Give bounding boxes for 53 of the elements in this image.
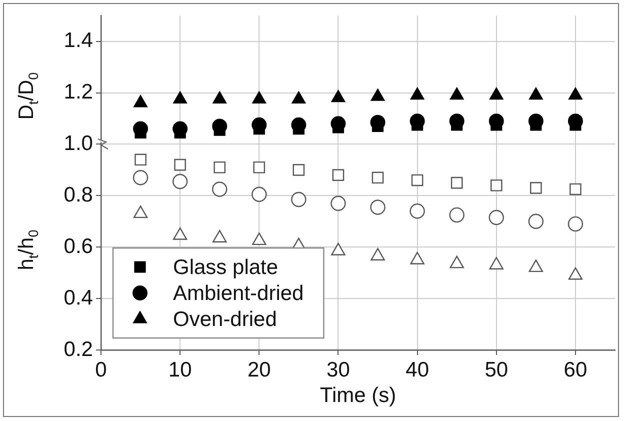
point [570,183,582,196]
y-tick-label: 1.4 [64,29,94,52]
y-tick-label: 0.6 [64,234,93,258]
point [450,176,463,189]
y-tick-label: 0.8 [64,183,93,206]
point [410,203,425,219]
point [449,207,464,223]
point [488,210,504,226]
point [370,200,386,215]
point [489,257,504,270]
point [568,267,583,280]
legend-label: Glass plate [173,256,278,279]
point [450,256,464,268]
x-tick-label: 20 [247,358,271,382]
point [410,252,424,264]
y-tick-label: 0.2 [64,338,93,361]
x-tick-label: 60 [564,358,588,382]
point [332,169,344,181]
point [253,161,266,174]
point [528,260,544,272]
point [490,179,502,192]
point [212,182,228,197]
x-tick-label: 30 [326,358,350,382]
point [292,164,305,176]
point [372,172,384,184]
point [172,174,188,190]
y-tick-label: 1.2 [64,80,93,104]
x-tick-label: 0 [95,358,107,382]
point [132,170,148,186]
point [411,174,424,186]
x-tick-label: 10 [168,358,192,382]
point [528,214,544,229]
point [330,196,346,211]
legend-label: Oven-dried [173,308,277,331]
point [133,206,148,218]
point [530,182,542,194]
point [174,158,186,171]
point [252,232,266,246]
y-tick-label: 1.0 [64,132,93,156]
point [370,248,385,260]
legend-label: Ambient-dried [173,282,304,305]
point [134,154,146,166]
point [212,230,227,242]
point [252,186,267,202]
y-tick-label: 0.4 [64,286,94,310]
x-tick-label: 40 [406,358,429,382]
point [214,161,226,174]
point [331,242,346,256]
x-axis-title: Time (s) [320,384,396,408]
point [172,227,188,240]
point [291,192,306,208]
point [568,216,584,232]
x-tick-label: 50 [484,358,508,382]
